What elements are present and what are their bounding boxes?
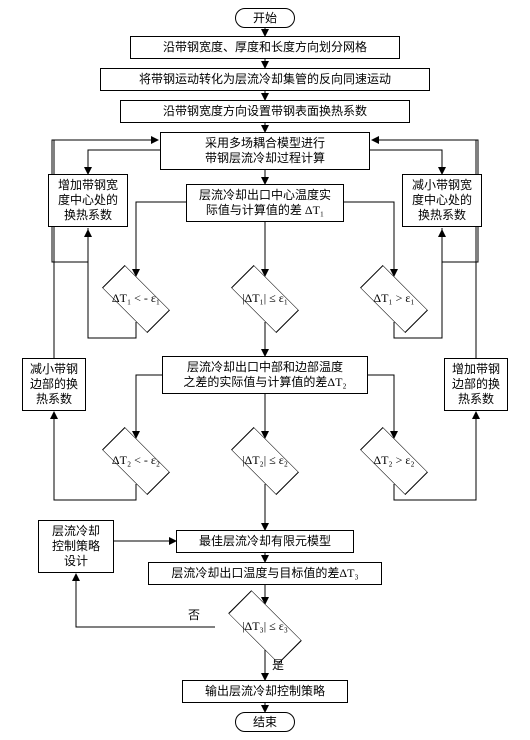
- strategy-l3: 设计: [64, 554, 88, 568]
- process-mesh: 沿带钢宽度、厚度和长度方向划分网格: [130, 36, 400, 59]
- label-yes: 是: [272, 656, 284, 673]
- inc-edge-l2: 边部的换: [452, 377, 500, 391]
- end-label: 结束: [253, 715, 277, 729]
- process-decrease-center-coeff: 减小带钢宽 度中心处的 换热系数: [402, 174, 482, 227]
- process-dT2: 层流冷却出口中部和边部温度 之差的实际值与计算值的差ΔT₂: [162, 356, 368, 394]
- process-motion-text: 将带钢运动转化为层流冷却集管的反向同速运动: [139, 72, 391, 86]
- process-best-fem-text: 最佳层流冷却有限元模型: [199, 534, 331, 548]
- process-strategy-design: 层流冷却 控制策略 设计: [38, 520, 114, 573]
- process-output-text: 输出层流冷却控制策略: [205, 684, 325, 698]
- decision-dT2-abs-text: |ΔT₂| ≤ ε₂: [225, 454, 305, 468]
- process-dT1-l1: 层流冷却出口中心温度实: [199, 188, 331, 202]
- decision-dT3-text: |ΔT₃| ≤ ε₃: [223, 620, 307, 634]
- decision-dT2-gt-text: ΔT₂ > ε₂: [354, 454, 434, 468]
- process-dT1: 层流冷却出口中心温度实 际值与计算值的差 ΔT₁: [186, 184, 344, 222]
- process-dT1-l2: 际值与计算值的差 ΔT₁: [206, 203, 324, 217]
- strategy-l2: 控制策略: [52, 539, 100, 553]
- decision-dT1-lt-text: ΔT₁ < - ε₁: [96, 292, 176, 306]
- process-dT3: 层流冷却出口温度与目标值的差ΔT₃: [148, 562, 382, 585]
- terminal-end: 结束: [235, 712, 295, 732]
- process-mf-line2: 带钢层流冷却过程计算: [205, 151, 325, 165]
- decision-dT2-lt-text: ΔT₂ < - ε₂: [96, 454, 176, 468]
- process-motion-transform: 将带钢运动转化为层流冷却集管的反向同速运动: [100, 68, 430, 91]
- process-increase-center-coeff: 增加带钢宽 度中心处的 换热系数: [48, 174, 128, 227]
- decision-dT1-abs-text: |ΔT₁| ≤ ε₁: [225, 292, 305, 306]
- process-set-coeff-text: 沿带钢宽度方向设置带钢表面换热系数: [163, 104, 367, 118]
- inc-edge-l3: 热系数: [458, 392, 494, 406]
- process-increase-edge-coeff: 增加带钢 边部的换 热系数: [444, 358, 508, 411]
- process-mf-line1: 采用多场耦合模型进行: [205, 136, 325, 150]
- inc-center-l3: 换热系数: [64, 208, 112, 222]
- dec-edge-l3: 热系数: [36, 392, 72, 406]
- flowchart-canvas: 开始 结束 沿带钢宽度、厚度和长度方向划分网格 将带钢运动转化为层流冷却集管的反…: [8, 8, 522, 732]
- dec-edge-l2: 边部的换: [30, 377, 78, 391]
- dec-center-l2: 度中心处的: [412, 193, 472, 207]
- process-set-coeff: 沿带钢宽度方向设置带钢表面换热系数: [120, 100, 410, 123]
- process-multi-field-calc: 采用多场耦合模型进行 带钢层流冷却过程计算: [160, 132, 370, 170]
- inc-edge-l1: 增加带钢: [452, 362, 500, 376]
- dec-center-l3: 换热系数: [418, 208, 466, 222]
- process-mesh-text: 沿带钢宽度、厚度和长度方向划分网格: [163, 40, 367, 54]
- dec-center-l1: 减小带钢宽: [412, 178, 472, 192]
- terminal-start: 开始: [235, 8, 295, 28]
- process-dT2-l2: 之差的实际值与计算值的差ΔT₂: [183, 375, 346, 389]
- dec-edge-l1: 减小带钢: [30, 362, 78, 376]
- inc-center-l1: 增加带钢宽: [58, 178, 118, 192]
- label-no: 否: [188, 606, 200, 623]
- process-output-strategy: 输出层流冷却控制策略: [182, 680, 348, 703]
- process-dT2-l1: 层流冷却出口中部和边部温度: [187, 360, 343, 374]
- process-best-fem: 最佳层流冷却有限元模型: [176, 530, 354, 553]
- inc-center-l2: 度中心处的: [58, 193, 118, 207]
- strategy-l1: 层流冷却: [52, 524, 100, 538]
- process-decrease-edge-coeff: 减小带钢 边部的换 热系数: [22, 358, 86, 411]
- process-dT3-text: 层流冷却出口温度与目标值的差ΔT₃: [171, 566, 358, 580]
- start-label: 开始: [253, 11, 277, 25]
- decision-dT1-gt-text: ΔT₁ > ε₁: [354, 292, 434, 306]
